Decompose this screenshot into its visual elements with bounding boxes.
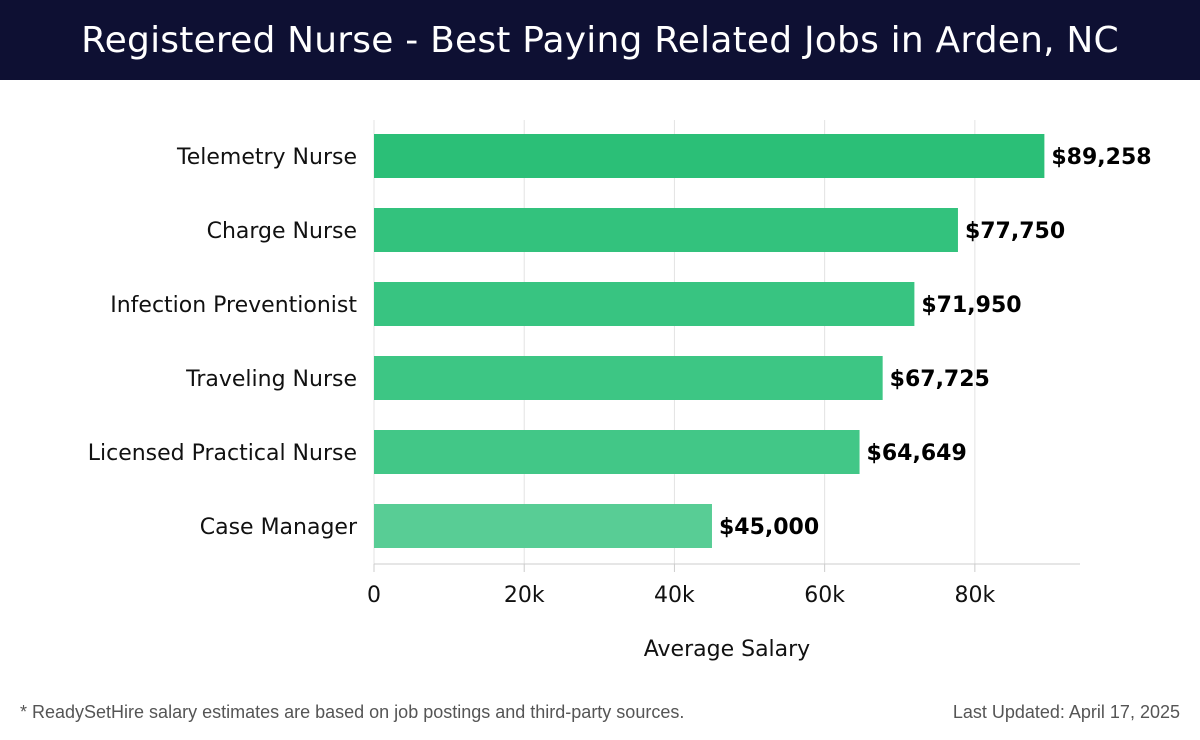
- x-tick-label: 60k: [804, 583, 845, 608]
- chart-header: Registered Nurse - Best Paying Related J…: [0, 0, 1200, 80]
- value-label: $89,258: [1051, 145, 1151, 170]
- bar: [374, 356, 883, 400]
- x-tick-label: 40k: [654, 583, 695, 608]
- bar: [374, 208, 958, 252]
- value-label: $45,000: [719, 515, 819, 540]
- category-label: Case Manager: [200, 515, 358, 540]
- value-labels: $89,258 $77,750 $71,950 $67,725 $64,649 $45,0…: [719, 145, 1152, 540]
- value-label: $64,649: [867, 441, 967, 466]
- value-label: $67,725: [890, 367, 990, 392]
- salary-bar-chart: Telemetry Nurse Charge Nurse Infection Pre…: [88, 120, 1152, 662]
- category-label: Traveling Nurse: [185, 367, 357, 392]
- footer-note: * ReadySetHire salary estimates are base…: [20, 702, 685, 722]
- bar: [374, 430, 860, 474]
- x-tick-labels: 0 20k 40k 60k 80k: [367, 583, 995, 608]
- category-labels: Telemetry Nurse Charge Nurse Infection Pre…: [88, 145, 358, 540]
- value-label: $71,950: [921, 293, 1021, 318]
- category-label: Charge Nurse: [207, 219, 357, 244]
- category-label: Infection Preventionist: [110, 293, 357, 318]
- category-label: Telemetry Nurse: [176, 145, 357, 170]
- x-tick-label: 20k: [504, 583, 545, 608]
- bar: [374, 504, 712, 548]
- value-label: $77,750: [965, 219, 1065, 244]
- category-label: Licensed Practical Nurse: [88, 441, 357, 466]
- chart-title: Registered Nurse - Best Paying Related J…: [81, 19, 1119, 61]
- bars: [374, 134, 1045, 548]
- bar: [374, 134, 1045, 178]
- x-axis-label: Average Salary: [644, 637, 810, 662]
- last-updated: Last Updated: April 17, 2025: [952, 702, 1180, 722]
- x-tick-label: 80k: [954, 583, 995, 608]
- bar: [374, 282, 915, 326]
- x-tick-label: 0: [367, 583, 381, 608]
- gridlines: [373, 120, 1080, 572]
